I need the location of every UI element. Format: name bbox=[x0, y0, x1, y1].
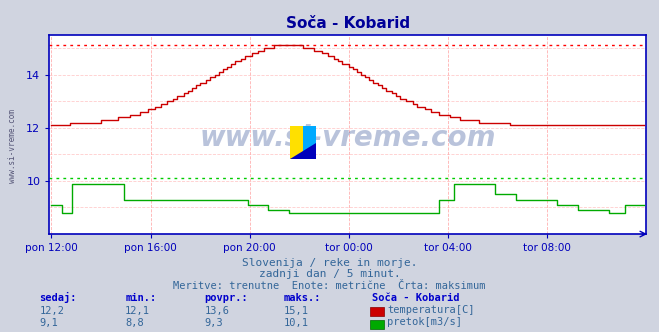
Text: 15,1: 15,1 bbox=[283, 306, 308, 316]
Text: min.:: min.: bbox=[125, 293, 156, 303]
Text: 10,1: 10,1 bbox=[283, 318, 308, 328]
Text: temperatura[C]: temperatura[C] bbox=[387, 305, 475, 315]
Bar bbox=[290, 126, 303, 159]
Text: 13,6: 13,6 bbox=[204, 306, 229, 316]
Text: maks.:: maks.: bbox=[283, 293, 321, 303]
Title: Soča - Kobarid: Soča - Kobarid bbox=[285, 16, 410, 31]
Text: zadnji dan / 5 minut.: zadnji dan / 5 minut. bbox=[258, 269, 401, 279]
Text: Slovenija / reke in morje.: Slovenija / reke in morje. bbox=[242, 258, 417, 268]
Text: 12,1: 12,1 bbox=[125, 306, 150, 316]
Text: www.si-vreme.com: www.si-vreme.com bbox=[8, 109, 17, 183]
Polygon shape bbox=[290, 143, 316, 159]
Text: Soča - Kobarid: Soča - Kobarid bbox=[372, 293, 460, 303]
Text: Meritve: trenutne  Enote: metrične  Črta: maksimum: Meritve: trenutne Enote: metrične Črta: … bbox=[173, 281, 486, 291]
Text: www.si-vreme.com: www.si-vreme.com bbox=[200, 124, 496, 152]
Text: 8,8: 8,8 bbox=[125, 318, 144, 328]
Text: povpr.:: povpr.: bbox=[204, 293, 248, 303]
Text: pretok[m3/s]: pretok[m3/s] bbox=[387, 317, 463, 327]
Bar bbox=[303, 126, 316, 159]
Text: 9,1: 9,1 bbox=[40, 318, 58, 328]
Text: 12,2: 12,2 bbox=[40, 306, 65, 316]
Text: sedaj:: sedaj: bbox=[40, 292, 77, 303]
Text: 9,3: 9,3 bbox=[204, 318, 223, 328]
